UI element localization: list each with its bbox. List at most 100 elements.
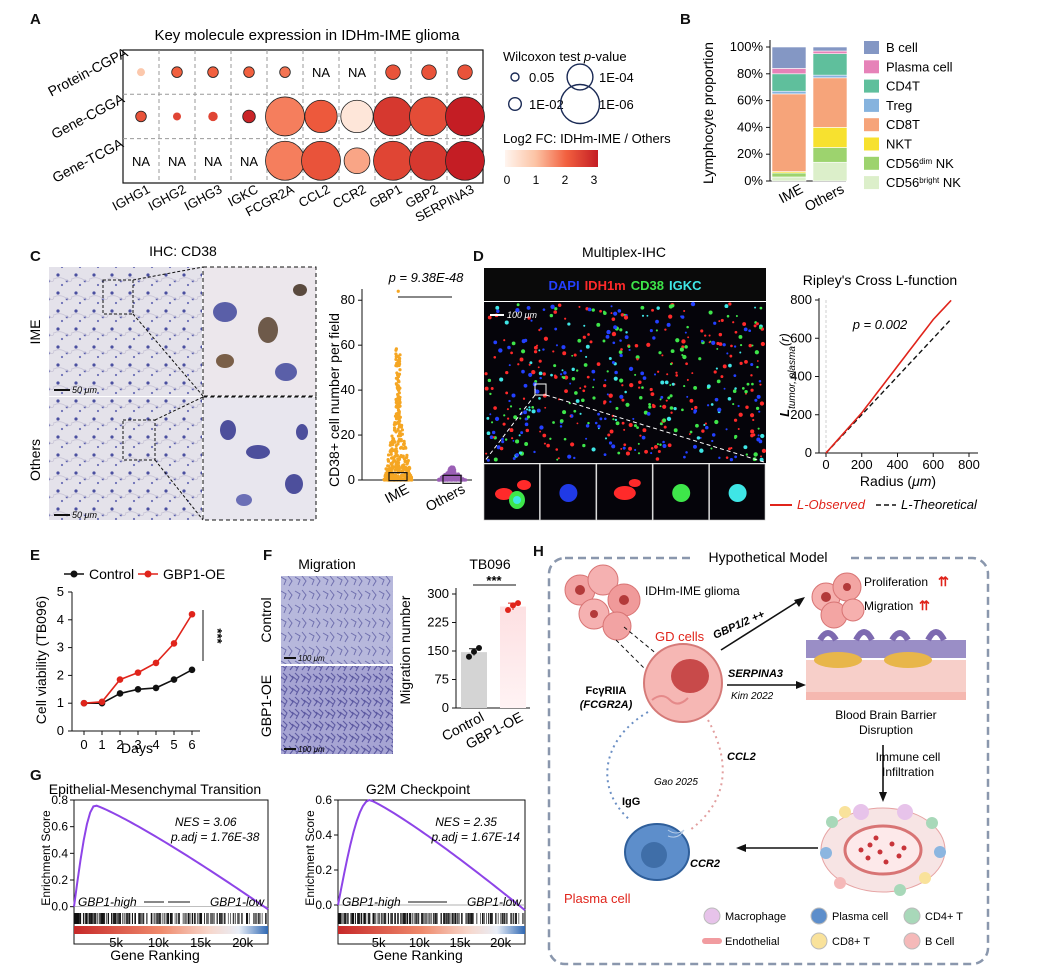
mihc-dot xyxy=(724,304,729,309)
point-ime xyxy=(402,463,406,467)
mihc-dot xyxy=(732,403,735,406)
replicate-point xyxy=(466,653,472,660)
mihc-dot xyxy=(529,361,533,365)
ccl2-label: CCL2 xyxy=(727,751,756,763)
mihc-dot xyxy=(599,309,602,313)
mihc-dot xyxy=(664,380,669,385)
arrow-gbp xyxy=(720,599,801,651)
panel-c-title: IHC: CD38 xyxy=(149,243,217,259)
legend-marker xyxy=(144,570,152,578)
mihc-dot xyxy=(684,331,687,334)
mihc-dot xyxy=(509,405,513,408)
mihc-dot xyxy=(491,430,496,435)
mihc-dot xyxy=(675,371,678,374)
mihc-dot xyxy=(592,378,596,381)
mihc-dot xyxy=(569,415,572,417)
mihc-dot xyxy=(533,345,538,350)
xtick-label: 15k xyxy=(449,935,470,950)
point-ime xyxy=(394,447,398,451)
mihc-dot xyxy=(611,444,616,449)
stacked-bar-segment xyxy=(812,46,848,52)
mihc-dot xyxy=(713,370,717,374)
expression-dot xyxy=(301,140,341,181)
mihc-dot xyxy=(504,438,508,441)
gd-cell-illustration xyxy=(643,643,723,723)
mihc-dot xyxy=(585,355,588,358)
expression-dot xyxy=(208,111,218,122)
mihc-dot xyxy=(734,455,738,459)
mihc-dot xyxy=(685,362,688,366)
mihc-dot xyxy=(745,453,748,456)
mihc-dot xyxy=(511,437,514,440)
mihc-dot xyxy=(627,345,631,348)
ytick-label: 5 xyxy=(57,584,64,599)
mihc-dot xyxy=(673,428,678,433)
panel-c-xlabels: IME Others xyxy=(382,481,467,515)
bbb-label-2: Disruption xyxy=(859,723,913,737)
migration-image-control xyxy=(281,576,393,664)
point-ime xyxy=(395,354,399,358)
stacked-bar-segment xyxy=(812,50,848,55)
expression-dot xyxy=(135,110,147,123)
enrichment-curve xyxy=(337,798,526,912)
mihc-dot xyxy=(634,448,637,452)
mihc-dot xyxy=(660,395,664,399)
mihc-dot xyxy=(717,407,722,412)
mihc-dot xyxy=(634,373,637,376)
point-ime xyxy=(389,442,394,447)
cell-blob xyxy=(728,484,747,502)
panel-f-chart: 0 75 150 225 300 xyxy=(427,586,526,715)
mihc-dot xyxy=(720,375,724,379)
panel-letter-c: C xyxy=(30,248,41,265)
mihc-dot xyxy=(516,303,520,307)
point-others xyxy=(451,478,455,482)
xtick-label: 15k xyxy=(190,935,211,950)
legend-icon xyxy=(810,932,828,950)
mihc-dot xyxy=(518,451,523,455)
mihc-dot xyxy=(632,417,635,420)
mihc-dot xyxy=(562,410,567,415)
mihc-dot xyxy=(498,348,503,353)
gsea-right: GBP1-low xyxy=(210,895,265,909)
mihc-dot xyxy=(666,322,671,327)
mihc-dot xyxy=(549,437,552,440)
na-cell: NA xyxy=(312,65,330,80)
mihc-dot xyxy=(542,348,545,351)
point-ime xyxy=(393,454,397,459)
mihc-dot xyxy=(662,440,665,444)
mihc-dot xyxy=(563,437,567,441)
fc-label-1: FcγRIIA xyxy=(586,685,627,697)
mihc-dot xyxy=(582,443,586,448)
mihc-dot xyxy=(513,415,518,420)
mihc-dot xyxy=(615,421,620,426)
stacked-bar-segment xyxy=(812,147,848,163)
point-ime xyxy=(394,357,398,362)
mihc-dot xyxy=(714,397,719,402)
mihc-dot xyxy=(571,377,576,381)
mihc-dot xyxy=(550,304,555,309)
mihc-dot xyxy=(623,315,629,320)
mihc-dot xyxy=(485,452,488,455)
panel-a-grid: NA NA NA NA NA NA xyxy=(123,50,485,183)
point-ime xyxy=(389,462,393,466)
mihc-dot xyxy=(523,410,527,415)
mihc-dot xyxy=(729,457,734,462)
panel-f-sig: *** xyxy=(486,573,502,588)
panel-d: Multiplex-IHC DAPI IDH1m CD38 IGKC 100 μm R… xyxy=(483,244,980,521)
mihc-dot xyxy=(620,447,623,450)
mihc-dot xyxy=(756,394,761,399)
mihc-dot xyxy=(651,403,655,407)
mihc-dot xyxy=(748,343,753,348)
mihc-dot xyxy=(507,345,511,350)
mihc-dot xyxy=(620,348,623,351)
mihc-dot xyxy=(675,338,680,343)
mihc-dot xyxy=(648,405,652,409)
mihc-dot xyxy=(517,363,520,366)
expression-dot xyxy=(445,140,485,181)
gsea-nes: NES = 3.06 xyxy=(175,815,237,829)
point-ime xyxy=(397,419,401,424)
mihc-dot xyxy=(609,400,612,403)
replicate-point xyxy=(505,606,511,613)
mihc-dot xyxy=(562,351,567,356)
